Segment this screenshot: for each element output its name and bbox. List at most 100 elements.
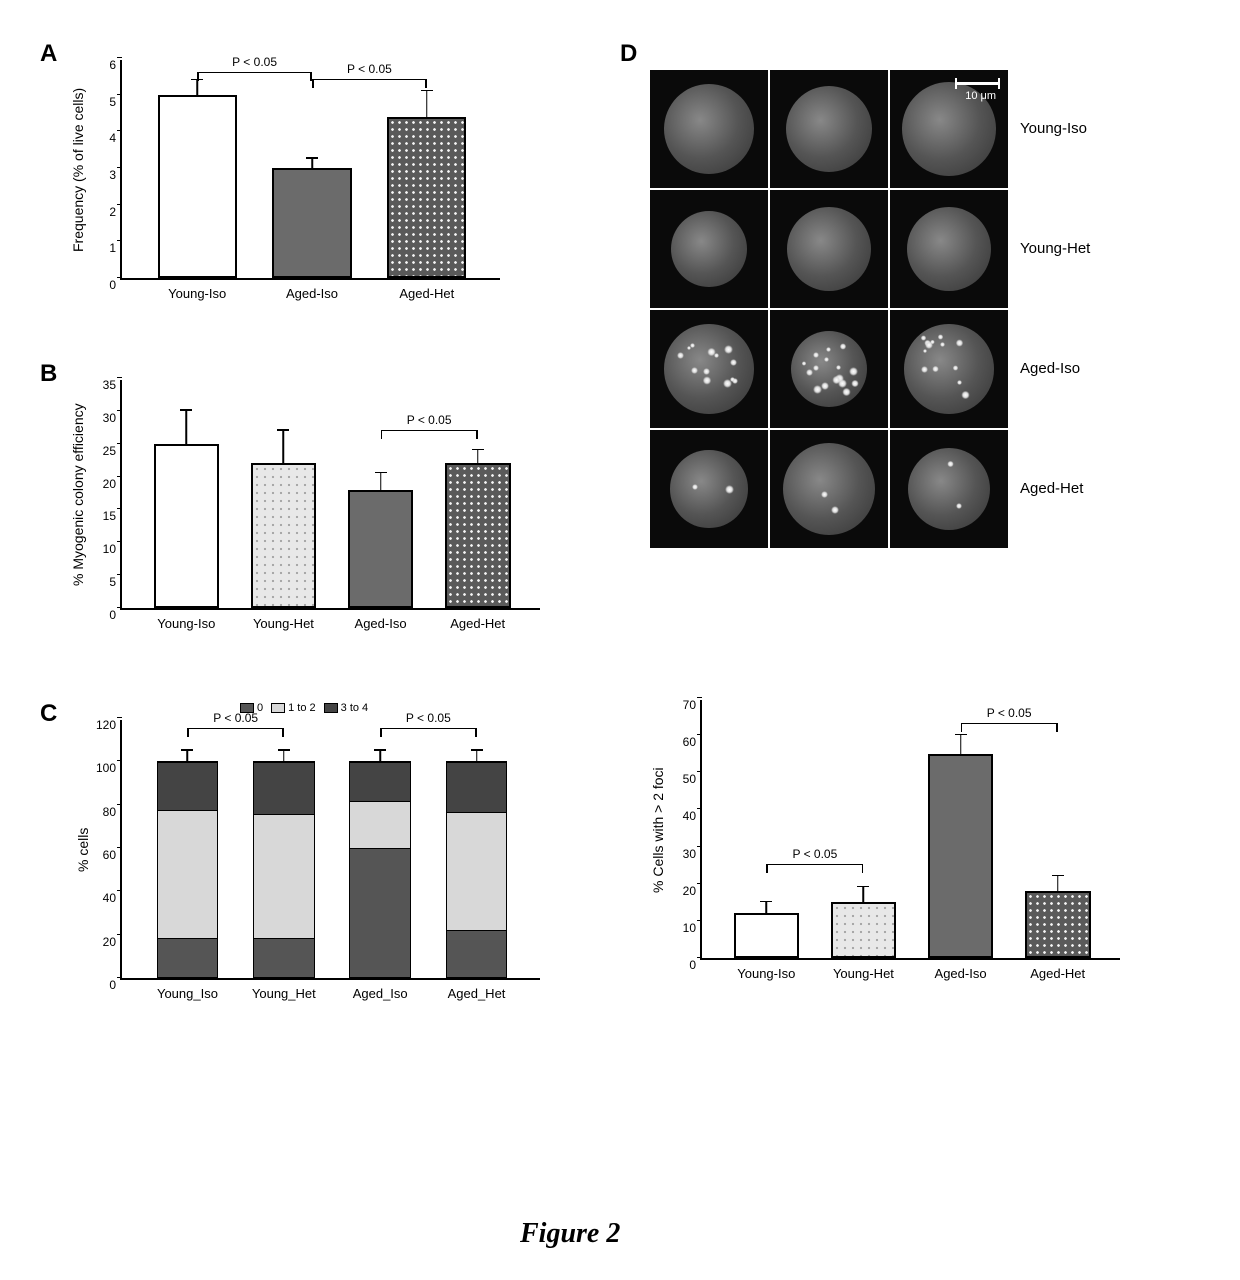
micrograph-cell [890, 430, 1008, 548]
figure-2: A Frequency (% of live cells) 0123456You… [0, 0, 1240, 1280]
panel-c-chart: % cells 020406080100120Young_IsoYoung_He… [120, 720, 540, 980]
micrograph-cell [650, 70, 768, 188]
x-label: Aged-Het [1010, 966, 1106, 981]
y-tick: 40 [683, 809, 702, 823]
y-tick: 30 [683, 847, 702, 861]
x-label: Young-Iso [143, 286, 252, 301]
y-tick: 120 [96, 718, 122, 732]
micrograph-cell [890, 310, 1008, 428]
stacked-bar [157, 761, 219, 978]
micrograph-cell [650, 190, 768, 308]
panel-c-area: 020406080100120Young_IsoYoung_HetAged_Is… [120, 720, 540, 980]
micrograph-cell [650, 310, 768, 428]
y-tick: 60 [103, 848, 122, 862]
y-tick: 50 [683, 772, 702, 786]
x-label: Aged-Het [372, 286, 481, 301]
y-tick: 15 [103, 509, 122, 523]
x-label: Young_Iso [142, 986, 234, 1001]
x-label: Young-Iso [719, 966, 815, 981]
bar-aged-iso [348, 490, 414, 608]
panel-d-label: D [620, 40, 637, 68]
legend-item: 1 to 2 [271, 702, 316, 714]
x-label: Young-Iso [139, 616, 235, 631]
x-label: Aged_Iso [334, 986, 426, 1001]
y-tick: 2 [109, 205, 122, 219]
x-label: Aged_Het [431, 986, 523, 1001]
legend-item: 0 [240, 702, 263, 714]
figure-title: Figure 2 [520, 1218, 620, 1250]
legend-item: 3 to 4 [324, 702, 369, 714]
panel-c-legend: 0 1 to 2 3 to 4 [240, 702, 376, 716]
panel-a-chart: Frequency (% of live cells) 0123456Young… [120, 60, 500, 280]
x-label: Young_Het [238, 986, 330, 1001]
x-label: Aged-Het [430, 616, 526, 631]
micrograph-row-label: Aged-Het [1020, 480, 1083, 497]
y-tick: 20 [103, 935, 122, 949]
y-tick: 10 [683, 921, 702, 935]
y-tick: 70 [683, 698, 702, 712]
micrograph-row-label: Aged-Iso [1020, 360, 1080, 377]
y-tick: 5 [109, 95, 122, 109]
y-tick: 6 [109, 58, 122, 72]
panel-b-chart: % Myogenic colony efficiency 05101520253… [120, 380, 540, 610]
bar-young-iso [158, 95, 237, 278]
micrograph-cell: 10 μm [890, 70, 1008, 188]
micrograph-row-label: Young-Het [1020, 240, 1090, 257]
micrograph-row-label: Young-Iso [1020, 120, 1087, 137]
sig-label: P < 0.05 [232, 55, 277, 69]
panel-d-ylabel: % Cells with > 2 foci [650, 730, 666, 930]
micrograph-cell [890, 190, 1008, 308]
y-tick: 1 [109, 241, 122, 255]
panel-b-ylabel: % Myogenic colony efficiency [70, 380, 86, 610]
micrograph-cell [650, 430, 768, 548]
bar-young-het [251, 463, 317, 608]
micrograph-cell [770, 430, 888, 548]
bar-aged-het [1025, 891, 1091, 958]
scale-bar-label: 10 μm [965, 90, 996, 102]
scale-bar [955, 82, 1000, 85]
y-tick: 20 [683, 884, 702, 898]
panel-a-ylabel: Frequency (% of live cells) [70, 60, 86, 280]
y-tick: 3 [109, 168, 122, 182]
y-tick: 35 [103, 378, 122, 392]
y-tick: 60 [683, 735, 702, 749]
panel-c-label: C [40, 700, 57, 728]
micrograph-cell [770, 190, 888, 308]
micrograph-cell [770, 70, 888, 188]
stacked-bar [349, 761, 411, 978]
panel-d-area: 010203040506070Young-IsoYoung-HetAged-Is… [700, 700, 1120, 960]
sig-label: P < 0.05 [347, 62, 392, 76]
y-tick: 0 [689, 958, 702, 972]
bar-young-iso [154, 444, 220, 608]
panel-a-area: 0123456Young-IsoAged-IsoAged-HetP < 0.05… [120, 60, 500, 280]
panel-c-ylabel: % cells [75, 780, 91, 920]
bar-aged-het [387, 117, 466, 278]
bar-aged-het [445, 463, 511, 608]
stacked-bar [253, 761, 315, 978]
micrograph-cell [770, 310, 888, 428]
bar-young-het [831, 902, 897, 958]
y-tick: 80 [103, 805, 122, 819]
x-label: Young-Het [236, 616, 332, 631]
panel-d-micrographs: 10 μm [650, 70, 1010, 548]
y-tick: 5 [109, 575, 122, 589]
y-tick: 30 [103, 411, 122, 425]
y-tick: 25 [103, 444, 122, 458]
y-tick: 40 [103, 891, 122, 905]
bar-young-iso [734, 913, 800, 958]
y-tick: 0 [109, 278, 122, 292]
x-label: Aged-Iso [913, 966, 1009, 981]
x-label: Aged-Iso [333, 616, 429, 631]
panel-b-label: B [40, 360, 57, 388]
bar-aged-iso [928, 754, 994, 958]
panel-b-area: 05101520253035Young-IsoYoung-HetAged-Iso… [120, 380, 540, 610]
y-tick: 4 [109, 131, 122, 145]
sig-label: P < 0.05 [406, 711, 451, 725]
sig-label: P < 0.05 [987, 706, 1032, 720]
x-label: Young-Het [816, 966, 912, 981]
y-tick: 0 [109, 978, 122, 992]
y-tick: 0 [109, 608, 122, 622]
stacked-bar [446, 761, 508, 978]
panel-a-label: A [40, 40, 57, 68]
sig-label: P < 0.05 [792, 847, 837, 861]
